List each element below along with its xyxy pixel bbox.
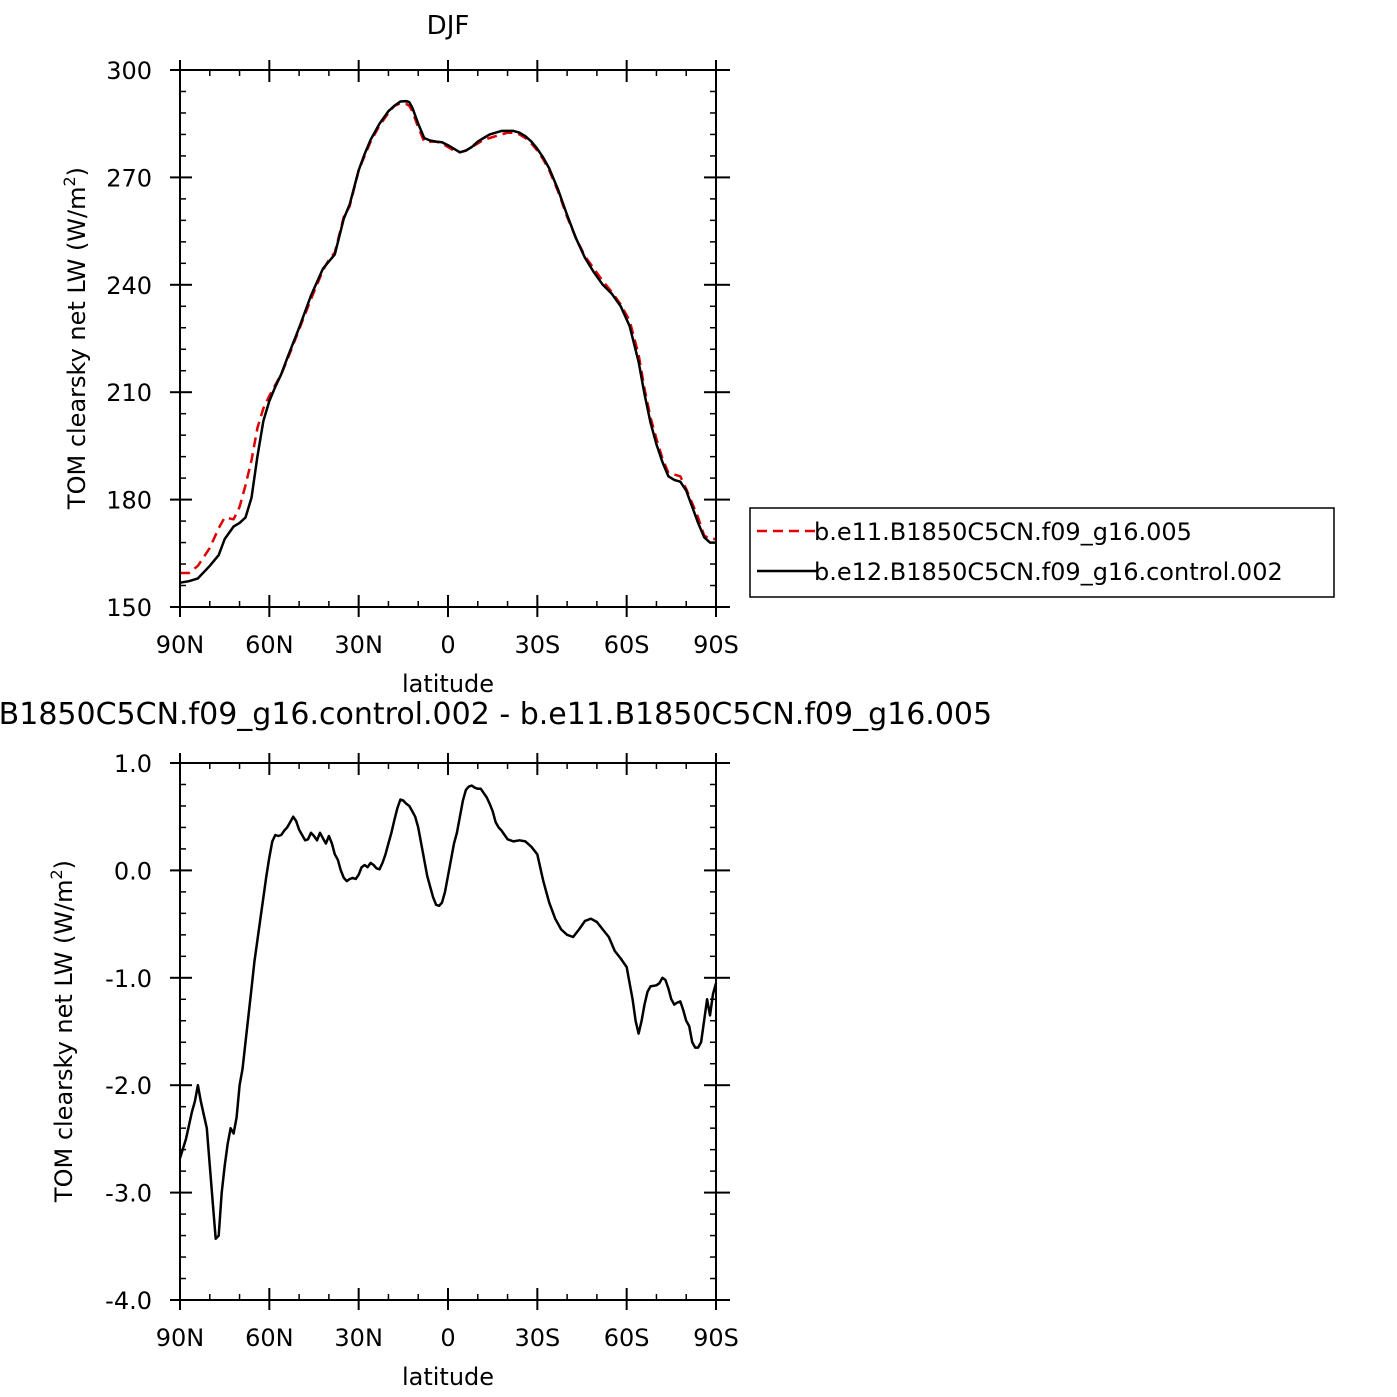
y-tick-label: -4.0 — [105, 1287, 152, 1315]
chart-difference: b.e12.B1850C5CN.f09_g16.control.002 - b.… — [0, 697, 992, 1391]
x-tick-label: 30S — [514, 1324, 560, 1352]
y-axis-label-end: ) — [50, 860, 78, 869]
legend-label-2: b.e12.B1850C5CN.f09_g16.control.002 — [814, 558, 1283, 586]
y-tick-label: 210 — [106, 379, 152, 407]
x-tick-label: 90S — [693, 1324, 739, 1352]
y-tick-labels: -4.0 -3.0 -2.0 -1.0 0.0 1.0 — [105, 750, 152, 1315]
x-tick-label: 30N — [334, 1324, 383, 1352]
x-tick-label: 90S — [693, 631, 739, 659]
x-tick-label: 60S — [604, 631, 650, 659]
x-tick-label: 90N — [156, 631, 205, 659]
y-tick-label: 300 — [106, 57, 152, 85]
legend-label-1: b.e11.B1850C5CN.f09_g16.005 — [814, 518, 1192, 546]
x-tick-labels: 90N 60N 30N 0 30S 60S 90S — [156, 1324, 739, 1352]
legend: b.e11.B1850C5CN.f09_g16.005 b.e12.B1850C… — [749, 507, 1335, 598]
y-axis-label-sup: 2 — [60, 176, 79, 186]
y-axis-label-main: TOM clearsky net LW (W/m — [50, 879, 78, 1203]
x-tick-label: 60S — [604, 1324, 650, 1352]
series-line-1 — [180, 102, 716, 575]
x-axis-label: latitude — [402, 670, 494, 698]
chart-title: b.e12.B1850C5CN.f09_g16.control.002 - b.… — [0, 697, 992, 732]
plot-frame — [179, 69, 717, 608]
x-tick-label: 60N — [245, 1324, 294, 1352]
y-tick-label: -1.0 — [105, 965, 152, 993]
y-tick-label: -3.0 — [105, 1180, 152, 1208]
y-tick-label: 270 — [106, 164, 152, 192]
y-axis-label: TOM clearsky net LW (W/m2) — [60, 167, 91, 510]
x-tick-labels: 90N 60N 30N 0 30S 60S 90S — [156, 631, 739, 659]
x-tick-label: 0 — [440, 631, 455, 659]
axis-ticks — [170, 753, 730, 1310]
x-tick-label: 60N — [245, 631, 294, 659]
y-tick-labels: 150 180 210 240 270 300 — [106, 57, 152, 622]
y-axis-label-sup: 2 — [47, 869, 66, 879]
y-tick-label: 150 — [106, 594, 152, 622]
series-lines — [179, 99, 716, 584]
chart-title: DJF — [427, 11, 470, 41]
y-tick-label: -2.0 — [105, 1072, 152, 1100]
x-tick-label: 30N — [334, 631, 383, 659]
y-axis-label: TOM clearsky net LW (W/m2) — [47, 860, 78, 1203]
y-tick-label: 0.0 — [114, 857, 152, 885]
legend-box — [749, 507, 1335, 598]
y-tick-label: 1.0 — [114, 750, 152, 778]
y-axis-label-end: ) — [63, 167, 91, 176]
y-tick-label: 240 — [106, 272, 152, 300]
series-line-1 — [178, 784, 718, 1241]
y-tick-label: 180 — [106, 487, 152, 515]
x-axis-label: latitude — [402, 1363, 494, 1391]
y-axis-label-main: TOM clearsky net LW (W/m — [63, 186, 91, 510]
x-tick-label: 90N — [156, 1324, 205, 1352]
x-tick-label: 30S — [514, 631, 560, 659]
chart-djf: DJF 90N 60N 30N 0 30S 60S 90S 150 180 210 240 270 3… — [60, 11, 1335, 698]
series-line-2 — [179, 99, 716, 584]
x-tick-label: 0 — [440, 1324, 455, 1352]
plot-frame — [179, 762, 717, 1301]
axis-ticks — [170, 60, 730, 617]
series-lines — [178, 784, 718, 1241]
